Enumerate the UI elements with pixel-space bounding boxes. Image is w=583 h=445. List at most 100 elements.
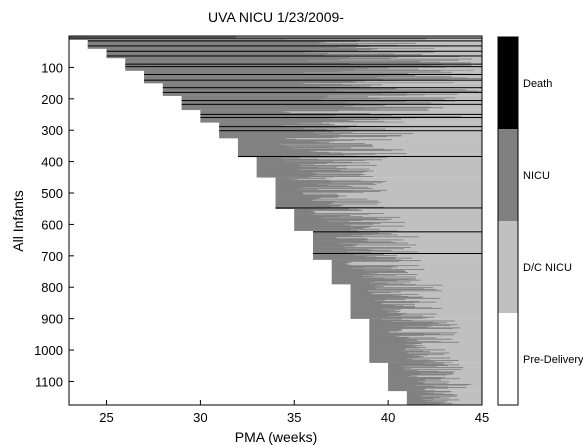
infant-nicu-stay — [369, 351, 408, 353]
infant-nicu-stay — [275, 198, 368, 200]
infant-nicu-stay — [350, 297, 423, 299]
infant-nicu-stay — [331, 260, 400, 262]
infant-nicu-stay — [219, 134, 402, 136]
infant-nicu-stay — [331, 265, 419, 267]
infant-death-line — [162, 87, 482, 89]
infant-nicu-stay — [331, 269, 365, 271]
infant-nicu-stay — [369, 353, 409, 355]
infant-nicu-stay — [406, 395, 457, 397]
y-tick-label: 400 — [41, 155, 63, 170]
infant-nicu-stay — [331, 275, 374, 277]
infant-nicu-stay — [331, 270, 406, 272]
infant-nicu-stay — [369, 321, 392, 323]
infant-nicu-stay — [162, 83, 343, 85]
y-tick-label: 100 — [41, 60, 63, 75]
infant-nicu-stay — [369, 328, 403, 330]
infant-nicu-stay — [313, 255, 367, 257]
infant-death-line — [144, 73, 482, 75]
infant-nicu-stay — [350, 292, 391, 294]
infant-nicu-stay — [294, 213, 384, 214]
infant-nicu-stay — [369, 356, 424, 358]
infant-nicu-stay — [200, 115, 392, 117]
infant-nicu-stay — [313, 250, 392, 252]
infant-nicu-stay — [313, 234, 398, 236]
infant-nicu-stay — [388, 390, 435, 392]
infant-nicu-stay — [256, 162, 370, 164]
infant-nicu-stay — [144, 76, 452, 78]
infant-nicu-stay — [200, 117, 332, 119]
infant-nicu-stay — [388, 389, 425, 391]
infant-nicu-stay — [350, 303, 383, 305]
infant-nicu-stay — [237, 154, 345, 156]
infant-nicu-stay — [275, 190, 354, 192]
infant-nicu-stay — [313, 256, 377, 258]
infant-nicu-stay — [313, 233, 392, 235]
infant-nicu-stay — [87, 46, 338, 48]
infant-death-line — [144, 79, 482, 81]
infant-nicu-stay — [388, 372, 453, 373]
infant-nicu-stay — [106, 49, 358, 51]
infant-nicu-stay — [369, 345, 423, 346]
infant-nicu-stay — [219, 131, 314, 133]
infant-nicu-stay — [125, 67, 389, 69]
infant-nicu-stay — [350, 306, 415, 307]
infant-nicu-stay — [369, 358, 413, 360]
cohort-ga-30 — [200, 109, 482, 123]
infant-nicu-stay — [256, 159, 383, 161]
infant-nicu-stay — [125, 59, 459, 61]
infant-nicu-stay — [406, 402, 441, 404]
infant-nicu-stay — [388, 380, 426, 382]
infant-nicu-stay — [256, 158, 318, 160]
infant-nicu-stay — [350, 300, 375, 302]
infant-nicu-stay — [181, 96, 368, 98]
infant-nicu-stay — [294, 223, 374, 225]
infant-nicu-stay — [275, 204, 343, 206]
infant-nicu-stay — [388, 375, 412, 377]
colorbar-swatch — [498, 221, 518, 313]
infant-nicu-stay — [369, 341, 460, 343]
infant-nicu-stay — [369, 361, 453, 363]
infant-nicu-stay — [369, 355, 420, 357]
infant-nicu-stay — [369, 346, 417, 348]
infant-nicu-stay — [350, 302, 415, 304]
infant-nicu-stay — [162, 85, 371, 87]
infant-nicu-stay — [275, 198, 318, 199]
infant-nicu-stay — [350, 315, 423, 317]
infant-nicu-stay — [106, 54, 423, 56]
infant-nicu-stay — [125, 60, 309, 62]
infant-nicu-stay — [313, 236, 419, 238]
infant-nicu-stay — [388, 365, 448, 366]
infant-nicu-stay — [369, 351, 431, 353]
infant-nicu-stay — [87, 39, 361, 41]
infant-death-line — [162, 91, 482, 93]
infant-nicu-stay — [369, 357, 451, 359]
infant-nicu-stay — [256, 165, 347, 167]
infant-nicu-stay — [406, 398, 424, 400]
infant-nicu-stay — [69, 38, 427, 40]
infant-death-line — [106, 50, 482, 52]
infant-death-line — [237, 155, 482, 157]
infant-nicu-stay — [350, 318, 423, 319]
infant-nicu-stay — [331, 278, 416, 280]
cohort-ga-27 — [144, 70, 482, 84]
infant-nicu-stay — [369, 319, 383, 321]
infant-nicu-stay — [350, 302, 382, 304]
infant-nicu-stay — [256, 156, 388, 158]
infant-nicu-stay — [219, 128, 386, 130]
infant-nicu-stay — [125, 68, 419, 70]
infant-nicu-stay — [313, 257, 413, 259]
infant-nicu-stay — [294, 212, 315, 214]
infant-nicu-stay — [237, 148, 384, 150]
infant-nicu-stay — [331, 280, 397, 282]
cohort-ga-29 — [181, 95, 483, 111]
infant-nicu-stay — [237, 139, 392, 141]
infant-nicu-stay — [388, 384, 468, 386]
infant-nicu-stay — [237, 153, 375, 155]
infant-nicu-stay — [331, 277, 385, 279]
infant-nicu-stay — [181, 106, 432, 108]
infant-nicu-stay — [406, 397, 450, 399]
infant-nicu-stay — [388, 377, 441, 379]
infant-nicu-stay — [181, 101, 406, 103]
infant-nicu-stay — [256, 166, 300, 168]
infant-nicu-stay — [313, 248, 404, 250]
